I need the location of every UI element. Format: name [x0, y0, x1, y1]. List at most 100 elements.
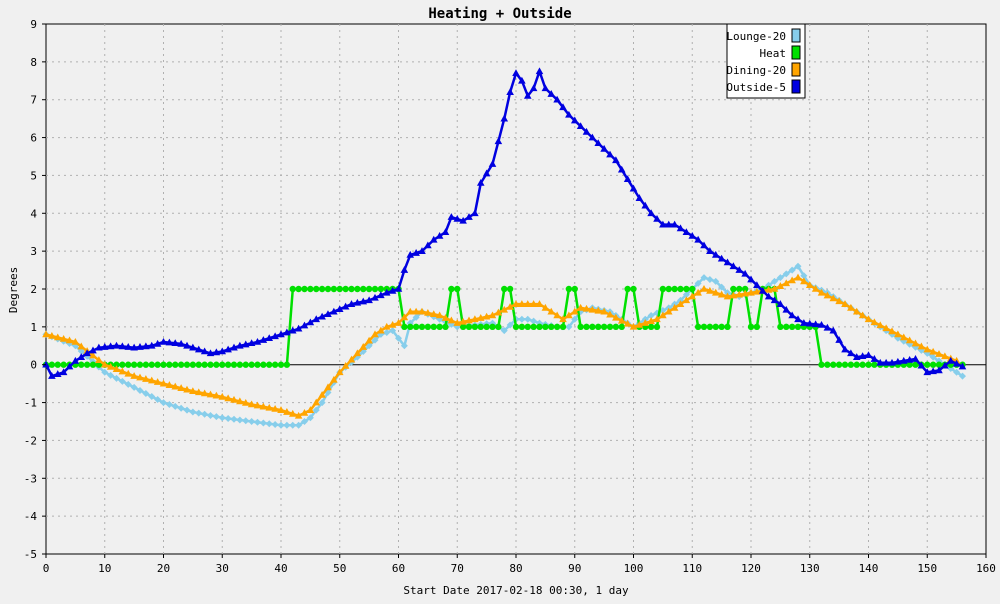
data-point [659, 311, 667, 319]
data-point [847, 349, 855, 357]
data-point [512, 300, 520, 307]
data-point [864, 315, 873, 323]
data-point [412, 249, 420, 256]
data-point [653, 315, 661, 323]
data-point [641, 319, 650, 326]
data-point [400, 342, 408, 350]
data-point [471, 323, 479, 331]
data-point [195, 409, 203, 417]
data-point [783, 323, 790, 331]
data-point [277, 330, 285, 338]
data-point [653, 214, 661, 222]
data-point [501, 285, 508, 293]
data-point [172, 361, 179, 368]
data-point [553, 311, 561, 319]
data-point [100, 360, 109, 368]
data-point [424, 323, 432, 331]
data-point [224, 361, 232, 368]
data-point [142, 375, 150, 382]
data-point [230, 361, 238, 368]
data-point [465, 323, 473, 331]
y-tick-label: 8 [30, 56, 37, 69]
data-point [412, 323, 420, 331]
data-point [136, 386, 144, 394]
data-point [588, 133, 597, 141]
data-point [59, 368, 68, 376]
data-point [600, 307, 608, 315]
data-point [805, 281, 814, 289]
data-point [553, 95, 561, 103]
data-point [489, 323, 496, 331]
data-point [447, 316, 456, 324]
data-point [259, 402, 268, 410]
data-point [183, 385, 191, 393]
data-point [54, 361, 61, 368]
data-point [506, 302, 514, 310]
data-point [124, 369, 133, 377]
data-point [441, 228, 450, 236]
data-point [336, 285, 343, 293]
axes: 0 10 20 30 40 50 60 70 80 90 100 110 120 130 140 150 160… [24, 18, 996, 575]
data-point [400, 313, 409, 321]
data-point [124, 343, 133, 350]
data-point [388, 286, 397, 294]
y-tick-label: 6 [30, 132, 37, 145]
data-point [764, 285, 773, 293]
data-point [436, 323, 443, 331]
data-point [283, 408, 291, 415]
data-point [430, 323, 437, 331]
data-point [283, 328, 291, 336]
y-tick-label: 0 [30, 359, 37, 372]
data-point [929, 367, 937, 375]
data-point [959, 372, 966, 380]
data-point [770, 285, 779, 292]
data-point [741, 269, 749, 277]
data-point [723, 258, 732, 266]
data-point [159, 379, 168, 387]
data-point [935, 361, 943, 368]
data-point [354, 285, 361, 293]
data-point [271, 405, 279, 412]
data-point [259, 419, 267, 427]
data-point [219, 361, 226, 368]
data-point [899, 333, 908, 341]
data-point [665, 285, 672, 293]
data-point [700, 241, 708, 249]
data-point [459, 216, 467, 224]
y-tick-label: -3 [24, 472, 37, 485]
data-point [794, 315, 802, 323]
data-point [142, 361, 150, 368]
data-point [623, 319, 632, 327]
data-point [894, 330, 902, 338]
data-point [213, 361, 220, 368]
x-tick-label: 60 [392, 562, 405, 575]
data-point [935, 350, 943, 357]
data-point [294, 324, 303, 332]
data-point [412, 307, 420, 315]
data-point [923, 368, 932, 376]
data-point [288, 326, 297, 334]
data-point [207, 411, 214, 419]
data-point [183, 406, 191, 414]
data-point [318, 312, 326, 320]
data-point [718, 283, 726, 291]
data-point [324, 383, 332, 391]
data-point [629, 184, 638, 192]
y-tick-label: 2 [30, 283, 37, 296]
data-point [776, 282, 785, 289]
data-point [200, 389, 209, 397]
data-point [582, 304, 591, 312]
data-point [353, 349, 362, 357]
x-tick-label: 110 [682, 562, 702, 575]
data-point [606, 323, 614, 331]
y-tick-label: -2 [24, 434, 37, 447]
data-point [747, 288, 755, 296]
data-point [529, 84, 538, 92]
data-point [424, 308, 432, 316]
data-point [471, 209, 479, 217]
data-point [500, 114, 509, 122]
data-point [306, 318, 315, 326]
data-point [771, 277, 778, 285]
data-point [435, 232, 444, 239]
